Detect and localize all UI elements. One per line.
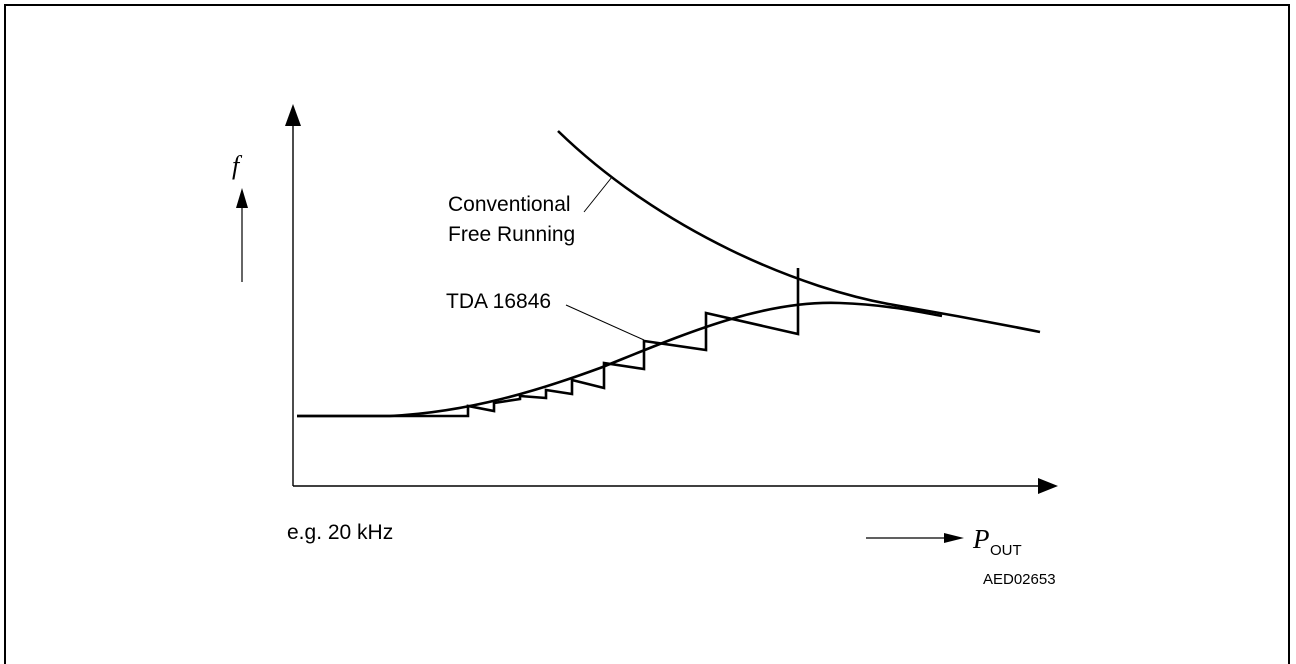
conventional-curve [557, 130, 1041, 334]
figure-code: AED02653 [983, 571, 1056, 588]
tda-leader-line [565, 304, 645, 341]
conventional-label-line1: Conventional [448, 193, 571, 216]
figure-frame [4, 4, 1290, 664]
tda-label: TDA 16846 [446, 290, 551, 313]
y-axis-symbol: f [232, 151, 243, 180]
pout-direction-arrowhead [944, 533, 964, 543]
x-axis-subscript: OUT [990, 542, 1022, 559]
baseline-note: e.g. 20 kHz [287, 521, 393, 544]
x-axis-symbol: P [972, 524, 990, 554]
tda-smooth-curve [297, 301, 943, 418]
conventional-leader-line [583, 176, 613, 213]
f-direction-arrowhead [236, 188, 248, 208]
y-axis-arrowhead [285, 104, 301, 126]
x-axis-arrowhead [1038, 478, 1058, 494]
conventional-label-line2: Free Running [448, 223, 575, 246]
tda-sawtooth-curve [297, 268, 800, 418]
